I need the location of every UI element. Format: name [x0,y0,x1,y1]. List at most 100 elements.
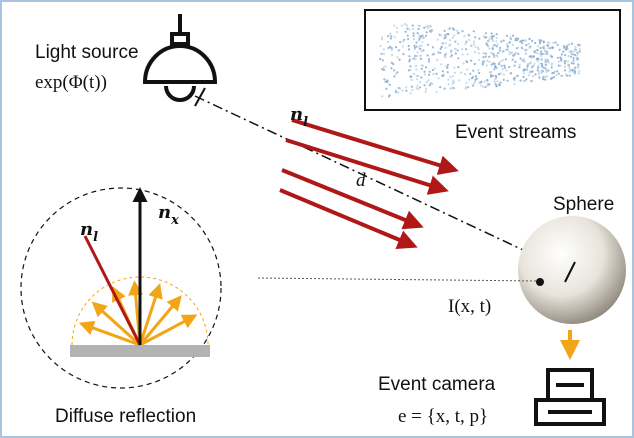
event-dot [381,53,383,55]
event-dot [519,64,521,66]
event-dot [515,52,517,54]
event-dot [485,56,487,58]
event-dot [421,41,423,43]
event-dot [528,43,530,45]
event-dot [526,49,528,51]
event-dot [449,76,451,78]
event-dot [501,51,503,53]
event-dot [474,81,476,83]
event-dot [550,78,552,80]
event-dot [571,62,573,64]
event-dot [561,75,563,77]
event-dot [488,83,490,85]
event-dot [427,44,429,46]
event-dot [537,45,539,47]
event-dot [454,72,456,74]
event-dot [414,48,416,50]
event-dot [450,88,452,90]
event-dot [532,56,534,58]
event-dot [477,69,479,71]
event-dot [394,36,396,38]
event-dot [464,73,466,75]
event-dot [552,42,554,44]
event-dot [424,71,426,73]
diagram: Light source exp(Φ(t)) Event streams d n… [0,0,634,438]
event-dot [448,83,450,85]
symbol: n [290,104,303,125]
event-dot [517,38,519,40]
event-dot [426,31,428,33]
event-dot [482,63,484,65]
event-dot [577,65,579,67]
event-dot [467,86,469,88]
event-dot [472,70,474,72]
event-dot [483,52,485,54]
event-dot [390,35,392,37]
event-dot [474,63,476,65]
event-dot [541,66,543,68]
event-dot [457,49,459,51]
event-dot [399,41,401,43]
event-dot [425,91,427,93]
event-dot [513,78,515,80]
event-dot [544,79,546,81]
event-dot [494,78,496,80]
event-dot [559,65,561,67]
event-dot [387,41,389,43]
event-dot [493,56,495,58]
event-dot [457,43,459,45]
event-dot [379,45,381,47]
event-dot [466,68,468,70]
event-dot [541,63,543,65]
event-dot [447,33,449,35]
event-dot [494,81,496,83]
event-dot [495,67,497,69]
event-dot [499,84,501,86]
event-dot [568,55,570,57]
event-dot [408,28,410,30]
event-dot [523,80,525,82]
event-dot [417,32,419,34]
event-dot [453,34,455,36]
event-dot [391,54,393,56]
event-dot [442,42,444,44]
event-dot [540,39,542,41]
event-dot [457,66,459,68]
event-dot [565,73,567,75]
event-dot [453,87,455,89]
event-dot [551,56,553,58]
event-dot [418,35,420,37]
event-dot [505,69,507,71]
event-dot [402,53,404,55]
event-dot [430,83,432,85]
event-dot [522,76,524,78]
event-dot [383,48,385,50]
event-dot [402,40,404,42]
event-dot [543,40,545,42]
event-dot [453,81,455,83]
event-dot [517,47,519,49]
event-dot [525,44,527,46]
event-dot [415,42,417,44]
event-dot [497,52,499,54]
event-dot [540,58,542,60]
event-dot [408,69,410,71]
event-dot [381,38,383,40]
event-dot [428,58,430,60]
event-dot [431,30,433,32]
event-dot [389,84,391,86]
event-dot [449,28,451,30]
event-dot [559,49,561,51]
event-dot [507,80,509,82]
event-dot [402,45,404,47]
event-dot [508,42,510,44]
event-dot [564,60,566,62]
event-dot [578,70,580,72]
event-dot [447,79,449,81]
event-dot [393,69,395,71]
event-dot [419,81,421,83]
event-dot [561,53,563,55]
event-dot [506,43,508,45]
event-dot [453,66,455,68]
event-dot [468,79,470,81]
